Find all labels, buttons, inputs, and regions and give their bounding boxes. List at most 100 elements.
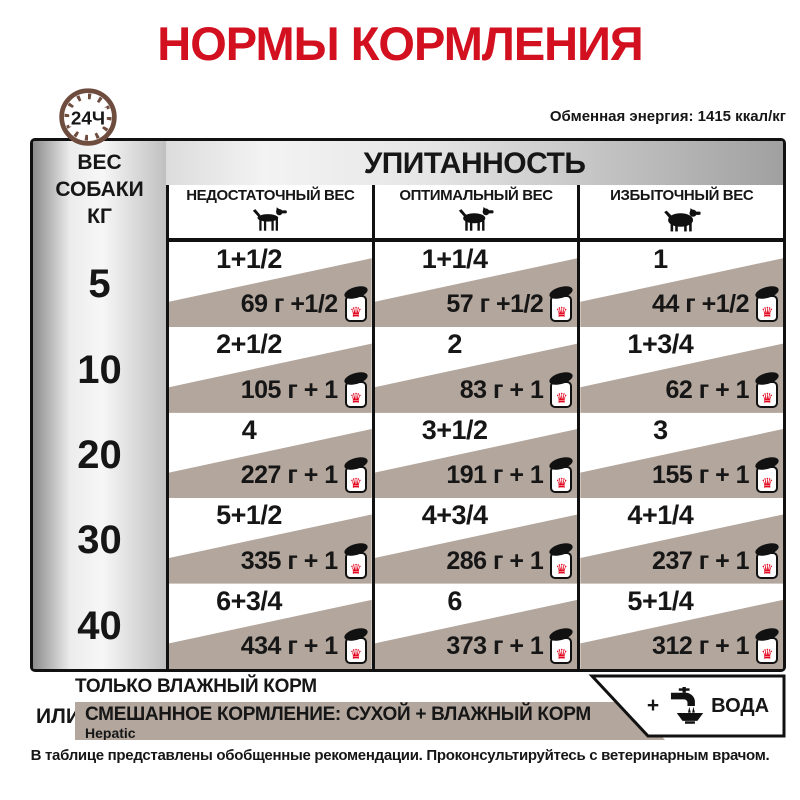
mixed-feeding-text: 335 г + 1 [240,546,338,575]
product-name: Hepatic [85,725,136,741]
table-row: 30 5+1/2 335 г + 1 ♛ 4+3/4 286 г + 1 ♛ 4… [33,498,783,584]
water-label: ВОДА [711,694,770,717]
can-icon: ♛ [753,284,781,323]
dry-cups-value: 3 [653,414,668,445]
crown-logo: ♛ [760,390,774,407]
feeding-cell: 2 83 г + 1 ♛ [371,327,578,413]
crown-logo: ♛ [555,305,568,322]
feeding-cell: 4 227 г + 1 ♛ [166,412,372,499]
crown-logo: ♛ [555,647,568,664]
feeding-cell: 1+1/4 57 г +1/2 ♛ [371,242,578,328]
table-body: 5 1+1/2 69 г +1/2 ♛ 1+1/4 57 г +1/2 ♛ 1 [33,242,783,669]
feeding-cell: 6+3/4 434 г + 1 ♛ [166,583,372,669]
mixed-feeding-value: 69 г +1/2 ♛ [173,284,369,323]
mixed-feeding-value: 227 г + 1 ♛ [173,455,369,494]
feeding-cell: 2+1/2 105 г + 1 ♛ [166,327,372,413]
mixed-feeding-value: 335 г + 1 ♛ [173,540,369,579]
weight-cell: 30 [77,518,122,563]
page-title: НОРМЫ КОРМЛЕНИЯ [157,17,643,70]
can-icon: ♛ [753,625,781,665]
table-header: ВЕС СОБАКИ КГ УПИТАННОСТЬ НЕДОСТАТОЧНЫЙ … [33,141,783,238]
normal-dog-icon [448,205,504,235]
condition-header: УПИТАННОСТЬ [363,147,586,180]
weight-header-line: СОБАКИ [55,177,144,201]
mixed-feeding-value: 434 г + 1 ♛ [173,625,369,665]
table-row: 10 2+1/2 105 г + 1 ♛ 2 83 г + 1 ♛ 1+3/4 [33,327,783,413]
mixed-feeding-text: 69 г +1/2 [240,290,338,319]
mixed-feeding-value: 62 г + 1 ♛ [584,369,781,408]
dry-cups-value: 1 [653,244,668,274]
metabolic-energy-note: Обменная энергия: 1415 ккал/кг [549,108,786,125]
mixed-feeding-label: СМЕШАННОЕ КОРМЛЕНИЕ: СУХОЙ + ВЛАЖНЫЙ КОР… [85,704,591,725]
can-icon: ♛ [753,369,781,408]
thin-dog-icon [242,205,298,235]
crown-logo: ♛ [760,476,774,493]
weight-header-line: ВЕС [77,150,122,174]
can-icon: ♛ [342,540,369,579]
dry-cups-value: 5+1/4 [627,585,694,616]
crown-logo: ♛ [555,476,568,493]
feeding-cell: 1+1/2 69 г +1/2 ♛ [166,242,372,328]
water-callout: + ВОДА [582,674,786,738]
can-icon: ♛ [342,369,369,408]
weight-cell: 40 [77,603,122,648]
dry-cups-value: 1+1/4 [421,244,488,274]
dry-cups-value: 4+3/4 [421,500,488,531]
weight-header-line: КГ [87,205,112,229]
mixed-feeding-value: 83 г + 1 ♛ [379,369,575,408]
feeding-table: ВЕС СОБАКИ КГ УПИТАННОСТЬ НЕДОСТАТОЧНЫЙ … [30,138,786,672]
mixed-feeding-value: 373 г + 1 ♛ [379,625,575,665]
table-row: 20 4 227 г + 1 ♛ 3+1/2 191 г + 1 ♛ 3 [33,412,783,499]
crown-logo: ♛ [349,476,363,493]
crown-logo: ♛ [555,561,568,578]
dry-cups-value: 4 [241,414,257,445]
can-icon: ♛ [548,369,575,408]
mixed-feeding-text: 373 г + 1 [446,632,544,661]
mixed-feeding-text: 62 г + 1 [665,375,750,404]
can-icon: ♛ [548,625,575,665]
mixed-feeding-text: 57 г +1/2 [446,290,544,319]
feeding-cell: 1+3/4 62 г + 1 ♛ [577,327,783,413]
crown-logo: ♛ [349,390,363,407]
dry-cups-value: 3+1/2 [421,414,488,445]
crown-logo: ♛ [349,561,363,578]
mixed-feeding-band: СМЕШАННОЕ КОРМЛЕНИЕ: СУХОЙ + ВЛАЖНЫЙ КОР… [75,702,665,740]
can-icon: ♛ [753,455,781,494]
mixed-feeding-text: 44 г +1/2 [652,290,750,319]
feeding-cell: 3 155 г + 1 ♛ [577,412,783,499]
dry-cups-value: 2 [447,329,462,360]
weight-cell: 20 [77,433,122,478]
can-icon: ♛ [342,455,369,494]
crown-logo: ♛ [760,305,774,322]
condition-column-header: НЕДОСТАТОЧНЫЙ ВЕС [166,185,372,238]
mixed-feeding-text: 286 г + 1 [446,546,544,575]
crown-logo: ♛ [349,647,363,664]
weight-cell: 5 [88,262,111,307]
crown-logo: ♛ [760,561,774,578]
or-label: ИЛИ [36,705,81,728]
mixed-feeding-value: 105 г + 1 ♛ [173,369,369,408]
condition-column-label: ОПТИМАЛЬНЫЙ ВЕС [399,187,553,204]
mixed-feeding-value: 57 г +1/2 ♛ [379,284,575,323]
mixed-feeding-text: 434 г + 1 [240,632,338,661]
can-icon: ♛ [548,540,575,579]
mixed-feeding-value: 44 г +1/2 ♛ [584,284,781,323]
crown-logo: ♛ [555,390,568,407]
can-icon: ♛ [342,284,369,323]
mixed-feeding-value: 286 г + 1 ♛ [379,540,575,579]
can-icon: ♛ [753,540,781,579]
mixed-feeding-text: 191 г + 1 [446,461,544,490]
header-divider [33,238,783,242]
mixed-feeding-value: 237 г + 1 ♛ [584,540,781,579]
dry-cups-value: 6+3/4 [216,585,282,616]
mixed-feeding-text: 227 г + 1 [240,461,338,490]
feeding-cell: 3+1/2 191 г + 1 ♛ [371,412,578,499]
plus-sign: + [646,694,660,717]
table-row: 40 6+3/4 434 г + 1 ♛ 6 373 г + 1 ♛ 5+1/4 [33,583,783,669]
mixed-feeding-text: 105 г + 1 [240,375,338,404]
crown-logo: ♛ [349,305,363,322]
wet-only-label: ТОЛЬКО ВЛАЖНЫЙ КОРМ [75,676,317,697]
dry-cups-value: 5+1/2 [216,500,282,531]
crown-logo: ♛ [760,647,774,664]
dry-cups-value: 6 [447,585,462,616]
